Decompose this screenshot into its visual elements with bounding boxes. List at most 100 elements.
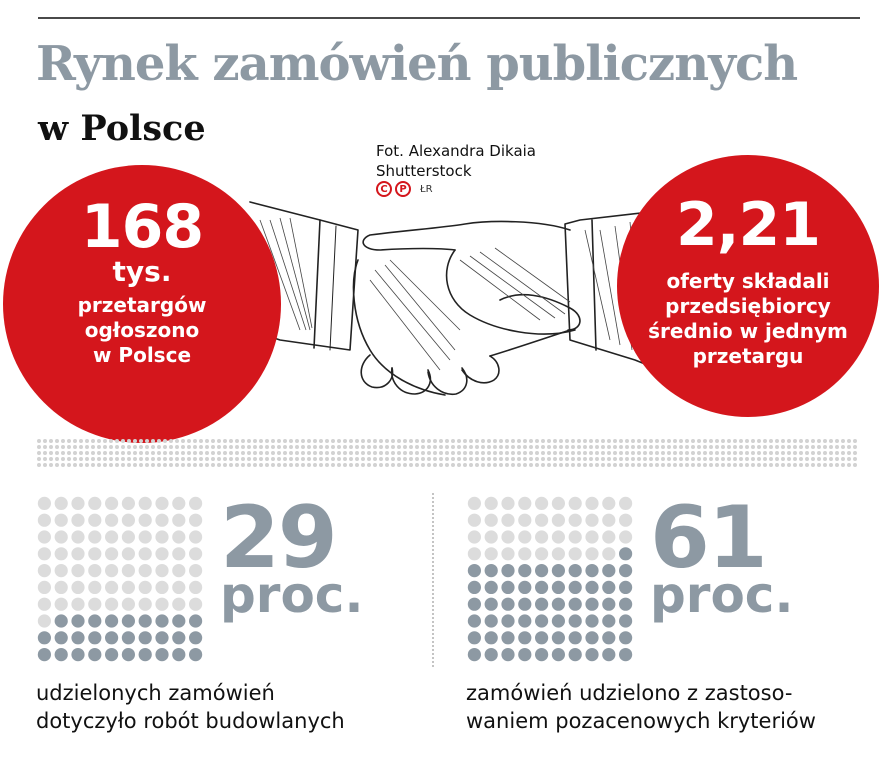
grid-dot-filled <box>467 580 481 594</box>
band-dot <box>631 457 635 461</box>
band-dot <box>607 463 611 467</box>
separator-dot <box>432 509 434 511</box>
band-dot <box>793 439 797 443</box>
band-dot <box>157 451 161 455</box>
grid-dot-empty <box>551 547 565 561</box>
band-dot <box>235 463 239 467</box>
band-dot <box>745 445 749 449</box>
band-dot <box>319 439 323 443</box>
band-dot <box>133 445 137 449</box>
band-dot <box>199 439 203 443</box>
grid-dot-empty <box>602 496 616 510</box>
grid-dot-empty <box>484 547 498 561</box>
band-dot <box>223 439 227 443</box>
band-dot <box>481 457 485 461</box>
band-dot <box>367 445 371 449</box>
band-dot <box>565 439 569 443</box>
band-dot <box>475 445 479 449</box>
construction-percent-unit: proc. <box>220 566 364 624</box>
band-dot <box>523 457 527 461</box>
copyright-p-icon: P <box>395 181 411 197</box>
band-dot <box>193 463 197 467</box>
band-dot <box>733 463 737 467</box>
grid-dot-empty <box>88 564 102 578</box>
separator-dot <box>432 593 434 595</box>
band-dot <box>97 451 101 455</box>
dotted-divider <box>37 439 857 467</box>
separator-dot <box>432 617 434 619</box>
band-dot <box>199 463 203 467</box>
band-dot <box>475 463 479 467</box>
separator-dot <box>432 589 434 591</box>
band-dot <box>289 445 293 449</box>
band-dot <box>211 463 215 467</box>
band-dot <box>103 445 107 449</box>
band-dot <box>43 445 47 449</box>
band-dot <box>181 451 185 455</box>
band-dot <box>595 445 599 449</box>
band-dot <box>259 451 263 455</box>
grid-dot-empty <box>585 496 599 510</box>
page-subtitle: w Polsce <box>38 108 206 149</box>
band-dot <box>631 451 635 455</box>
band-dot <box>727 439 731 443</box>
band-dot <box>229 451 233 455</box>
band-dot <box>571 439 575 443</box>
band-dot <box>691 439 695 443</box>
separator-dot <box>432 657 434 659</box>
band-dot <box>709 439 713 443</box>
grid-dot-filled <box>568 564 582 578</box>
grid-dot-filled <box>568 631 582 645</box>
band-dot <box>685 439 689 443</box>
band-dot <box>343 463 347 467</box>
separator-dot <box>432 501 434 503</box>
band-dot <box>379 439 383 443</box>
band-dot <box>673 439 677 443</box>
band-dot <box>403 439 407 443</box>
band-dot <box>643 463 647 467</box>
grid-dot-empty <box>189 580 203 594</box>
grid-dot-empty <box>71 597 85 611</box>
grid-dot-filled <box>189 631 203 645</box>
band-dot <box>97 457 101 461</box>
band-dot <box>445 439 449 443</box>
band-dot <box>739 463 743 467</box>
grid-dot-empty <box>105 513 119 527</box>
band-dot <box>529 439 533 443</box>
band-dot <box>157 457 161 461</box>
band-dot <box>247 463 251 467</box>
grid-dot-empty <box>88 496 102 510</box>
band-dot <box>661 463 665 467</box>
grid-dot-empty <box>551 496 565 510</box>
band-dot <box>271 439 275 443</box>
band-dot <box>361 457 365 461</box>
grid-dot-filled <box>467 564 481 578</box>
separator-dot <box>432 645 434 647</box>
separator-dot <box>432 653 434 655</box>
band-dot <box>175 439 179 443</box>
band-dot <box>811 439 815 443</box>
band-dot <box>343 439 347 443</box>
band-dot <box>259 457 263 461</box>
band-dot <box>703 445 707 449</box>
grid-dot-filled <box>518 614 532 628</box>
separator-dot <box>432 497 434 499</box>
band-dot <box>205 457 209 461</box>
band-dot <box>757 463 761 467</box>
grid-dot-filled <box>501 564 515 578</box>
band-dot <box>607 457 611 461</box>
band-dot <box>649 445 653 449</box>
band-dot <box>733 457 737 461</box>
grid-dot-empty <box>535 513 549 527</box>
grid-dot-filled <box>585 648 599 662</box>
band-dot <box>67 457 71 461</box>
grid-dot-filled <box>518 564 532 578</box>
grid-dot-empty <box>105 564 119 578</box>
band-dot <box>241 439 245 443</box>
band-dot <box>517 463 521 467</box>
page-title: Rynek zamówień publicznych <box>36 36 798 92</box>
band-dot <box>121 439 125 443</box>
band-dot <box>631 439 635 443</box>
grid-dot-filled <box>501 631 515 645</box>
band-dot <box>451 439 455 443</box>
